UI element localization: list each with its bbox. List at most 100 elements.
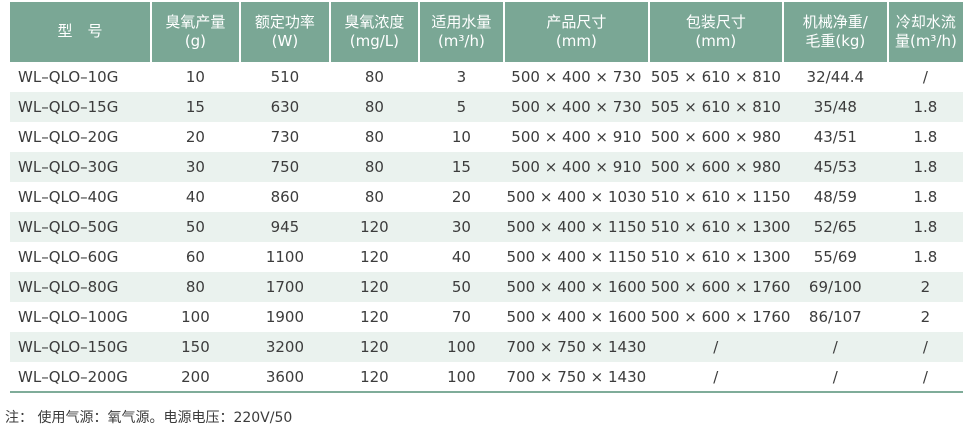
table-cell: 500 × 600 × 1760 <box>650 308 791 326</box>
table-cell: 500 × 400 × 730 <box>511 68 642 86</box>
model-cell: WL–QLO–20G <box>18 128 119 146</box>
table-row: WL–QLO–60G 60 1100 120 40 500 × 400 × 1150 510… <box>10 242 963 272</box>
table-cell: 510 × 610 × 1300 <box>650 218 791 236</box>
table-row: WL–QLO–10G 10 510 80 3 500 × 400 × 730 505 × 6… <box>10 62 963 92</box>
table-cell: 100 <box>447 367 476 386</box>
table-row: WL–QLO–15G 15 630 80 5 500 × 400 × 730 505 × 6… <box>10 92 963 122</box>
column-header-ozone-output: 臭氧产量 (g) <box>149 2 240 62</box>
table-cell: 70 <box>451 308 471 326</box>
column-header-product-size: 产品尺寸 (mm) <box>502 2 649 62</box>
table-cell: 15 <box>451 158 471 176</box>
model-cell: WL–QLO–30G <box>18 158 119 176</box>
table-row: WL–QLO–30G 30 750 80 15 500 × 400 × 910 500 × … <box>10 152 963 182</box>
table-cell: 150 <box>181 338 210 356</box>
spec-table: 型 号 臭氧产量 (g) 额定功率 (W) 臭氧浓度 (mg/L) 适用水量 (… <box>10 2 963 393</box>
table-cell: 100 <box>181 308 210 326</box>
table-cell: 500 × 400 × 1600 <box>506 278 647 296</box>
column-header-net-gross-weight: 机械净重/ 毛重(kg) <box>781 2 888 62</box>
table-cell: 750 <box>270 158 300 176</box>
table-cell: 200 <box>181 367 210 386</box>
table-cell: 43/51 <box>813 128 857 146</box>
model-cell: WL–QLO–200G <box>18 367 128 386</box>
table-cell: 52/65 <box>813 218 857 236</box>
table-cell: 500 × 400 × 1600 <box>506 308 647 326</box>
model-cell: WL–QLO–100G <box>18 308 128 326</box>
table-cell: / <box>832 367 838 386</box>
model-cell: WL–QLO–150G <box>18 338 128 356</box>
table-cell: 20 <box>451 188 471 206</box>
table-cell: 100 <box>447 338 476 356</box>
table-cell: 1100 <box>265 248 304 266</box>
column-header-rated-power: 额定功率 (W) <box>238 2 330 62</box>
table-row: WL–QLO–100G 100 1900 120 70 500 × 400 × 1600 5… <box>10 302 963 332</box>
table-cell: 50 <box>451 278 471 296</box>
table-cell: / <box>922 68 928 86</box>
table-cell: 86/107 <box>808 308 862 326</box>
table-cell: 5 <box>456 98 467 116</box>
table-cell: 505 × 610 × 810 <box>650 98 781 116</box>
table-cell: 500 × 400 × 910 <box>511 128 642 146</box>
table-cell: 80 <box>364 128 384 146</box>
table-cell: 945 <box>270 218 300 236</box>
table-cell: 32/44.4 <box>806 68 865 86</box>
table-cell: / <box>922 338 928 356</box>
table-cell: 3600 <box>265 367 304 386</box>
table-cell: / <box>713 367 719 386</box>
table-cell: 48/59 <box>813 188 857 206</box>
table-cell: 120 <box>360 248 389 266</box>
table-cell: / <box>713 338 719 356</box>
table-cell: 500 × 600 × 980 <box>650 128 781 146</box>
table-cell: 500 × 400 × 1030 <box>506 188 647 206</box>
table-cell: 700 × 750 × 1430 <box>506 367 647 386</box>
table-cell: 510 × 610 × 1150 <box>650 188 791 206</box>
column-header-package-size: 包装尺寸 (mm) <box>647 2 783 62</box>
model-cell: WL–QLO–80G <box>18 278 119 296</box>
table-cell: / <box>832 338 838 356</box>
table-cell: 40 <box>185 188 205 206</box>
table-row: WL–QLO–80G 80 1700 120 50 500 × 400 × 1600 500… <box>10 272 963 302</box>
table-cell: 69/100 <box>808 278 862 296</box>
table-cell: 1.8 <box>913 218 938 236</box>
table-row: WL–QLO–150G 150 3200 120 100 700 × 750 × 1430… <box>10 332 963 362</box>
table-cell: 500 × 600 × 980 <box>650 158 781 176</box>
table-cell: 630 <box>270 98 300 116</box>
table-cell: 2 <box>920 278 931 296</box>
table-cell: 80 <box>364 68 384 86</box>
table-cell: 30 <box>185 158 205 176</box>
model-cell: WL–QLO–10G <box>18 68 119 86</box>
model-cell: WL–QLO–15G <box>18 98 119 116</box>
table-cell: 500 × 400 × 730 <box>511 98 642 116</box>
table-cell: 500 × 600 × 1760 <box>650 278 791 296</box>
table-cell: 3200 <box>265 338 304 356</box>
table-cell: 80 <box>185 278 205 296</box>
table-cell: 120 <box>360 338 389 356</box>
table-row: WL–QLO–200G 200 3600 120 100 700 × 750 × 1430… <box>10 362 963 392</box>
table-cell: 1.8 <box>913 248 938 266</box>
footnote: 注： 使用气源：氧气源。电源电压：220V/50 <box>5 410 293 425</box>
table-cell: 700 × 750 × 1430 <box>506 338 647 356</box>
table-cell: 45/53 <box>813 158 857 176</box>
model-cell: WL–QLO–60G <box>18 248 119 266</box>
model-cell: WL–QLO–50G <box>18 218 119 236</box>
table-cell: 1700 <box>265 278 304 296</box>
table-cell: 30 <box>451 218 471 236</box>
table-cell: 500 × 400 × 910 <box>511 158 642 176</box>
table-cell: 50 <box>185 218 205 236</box>
table-cell: 730 <box>270 128 300 146</box>
table-cell: 1.8 <box>913 158 938 176</box>
table-row: WL–QLO–20G 20 730 80 10 500 × 400 × 910 500 × … <box>10 122 963 152</box>
column-header-cooling-water-flow: 冷却水流 量(m³/h) <box>886 2 963 62</box>
table-cell: / <box>922 367 928 386</box>
table-cell: 10 <box>185 68 205 86</box>
table-cell: 2 <box>920 308 931 326</box>
table-cell: 510 <box>270 68 300 86</box>
table-cell: 505 × 610 × 810 <box>650 68 781 86</box>
header-row: 型 号 臭氧产量 (g) 额定功率 (W) 臭氧浓度 (mg/L) 适用水量 (… <box>10 2 963 62</box>
table-cell: 60 <box>185 248 205 266</box>
table-cell: 3 <box>456 68 467 86</box>
table-cell: 510 × 610 × 1300 <box>650 248 791 266</box>
table-cell: 1.8 <box>913 98 938 116</box>
table-header: 型 号 臭氧产量 (g) 额定功率 (W) 臭氧浓度 (mg/L) 适用水量 (… <box>10 2 963 62</box>
table-cell: 120 <box>360 367 389 386</box>
table-row: WL–QLO–40G 40 860 80 20 500 × 400 × 1030 510 ×… <box>10 182 963 212</box>
